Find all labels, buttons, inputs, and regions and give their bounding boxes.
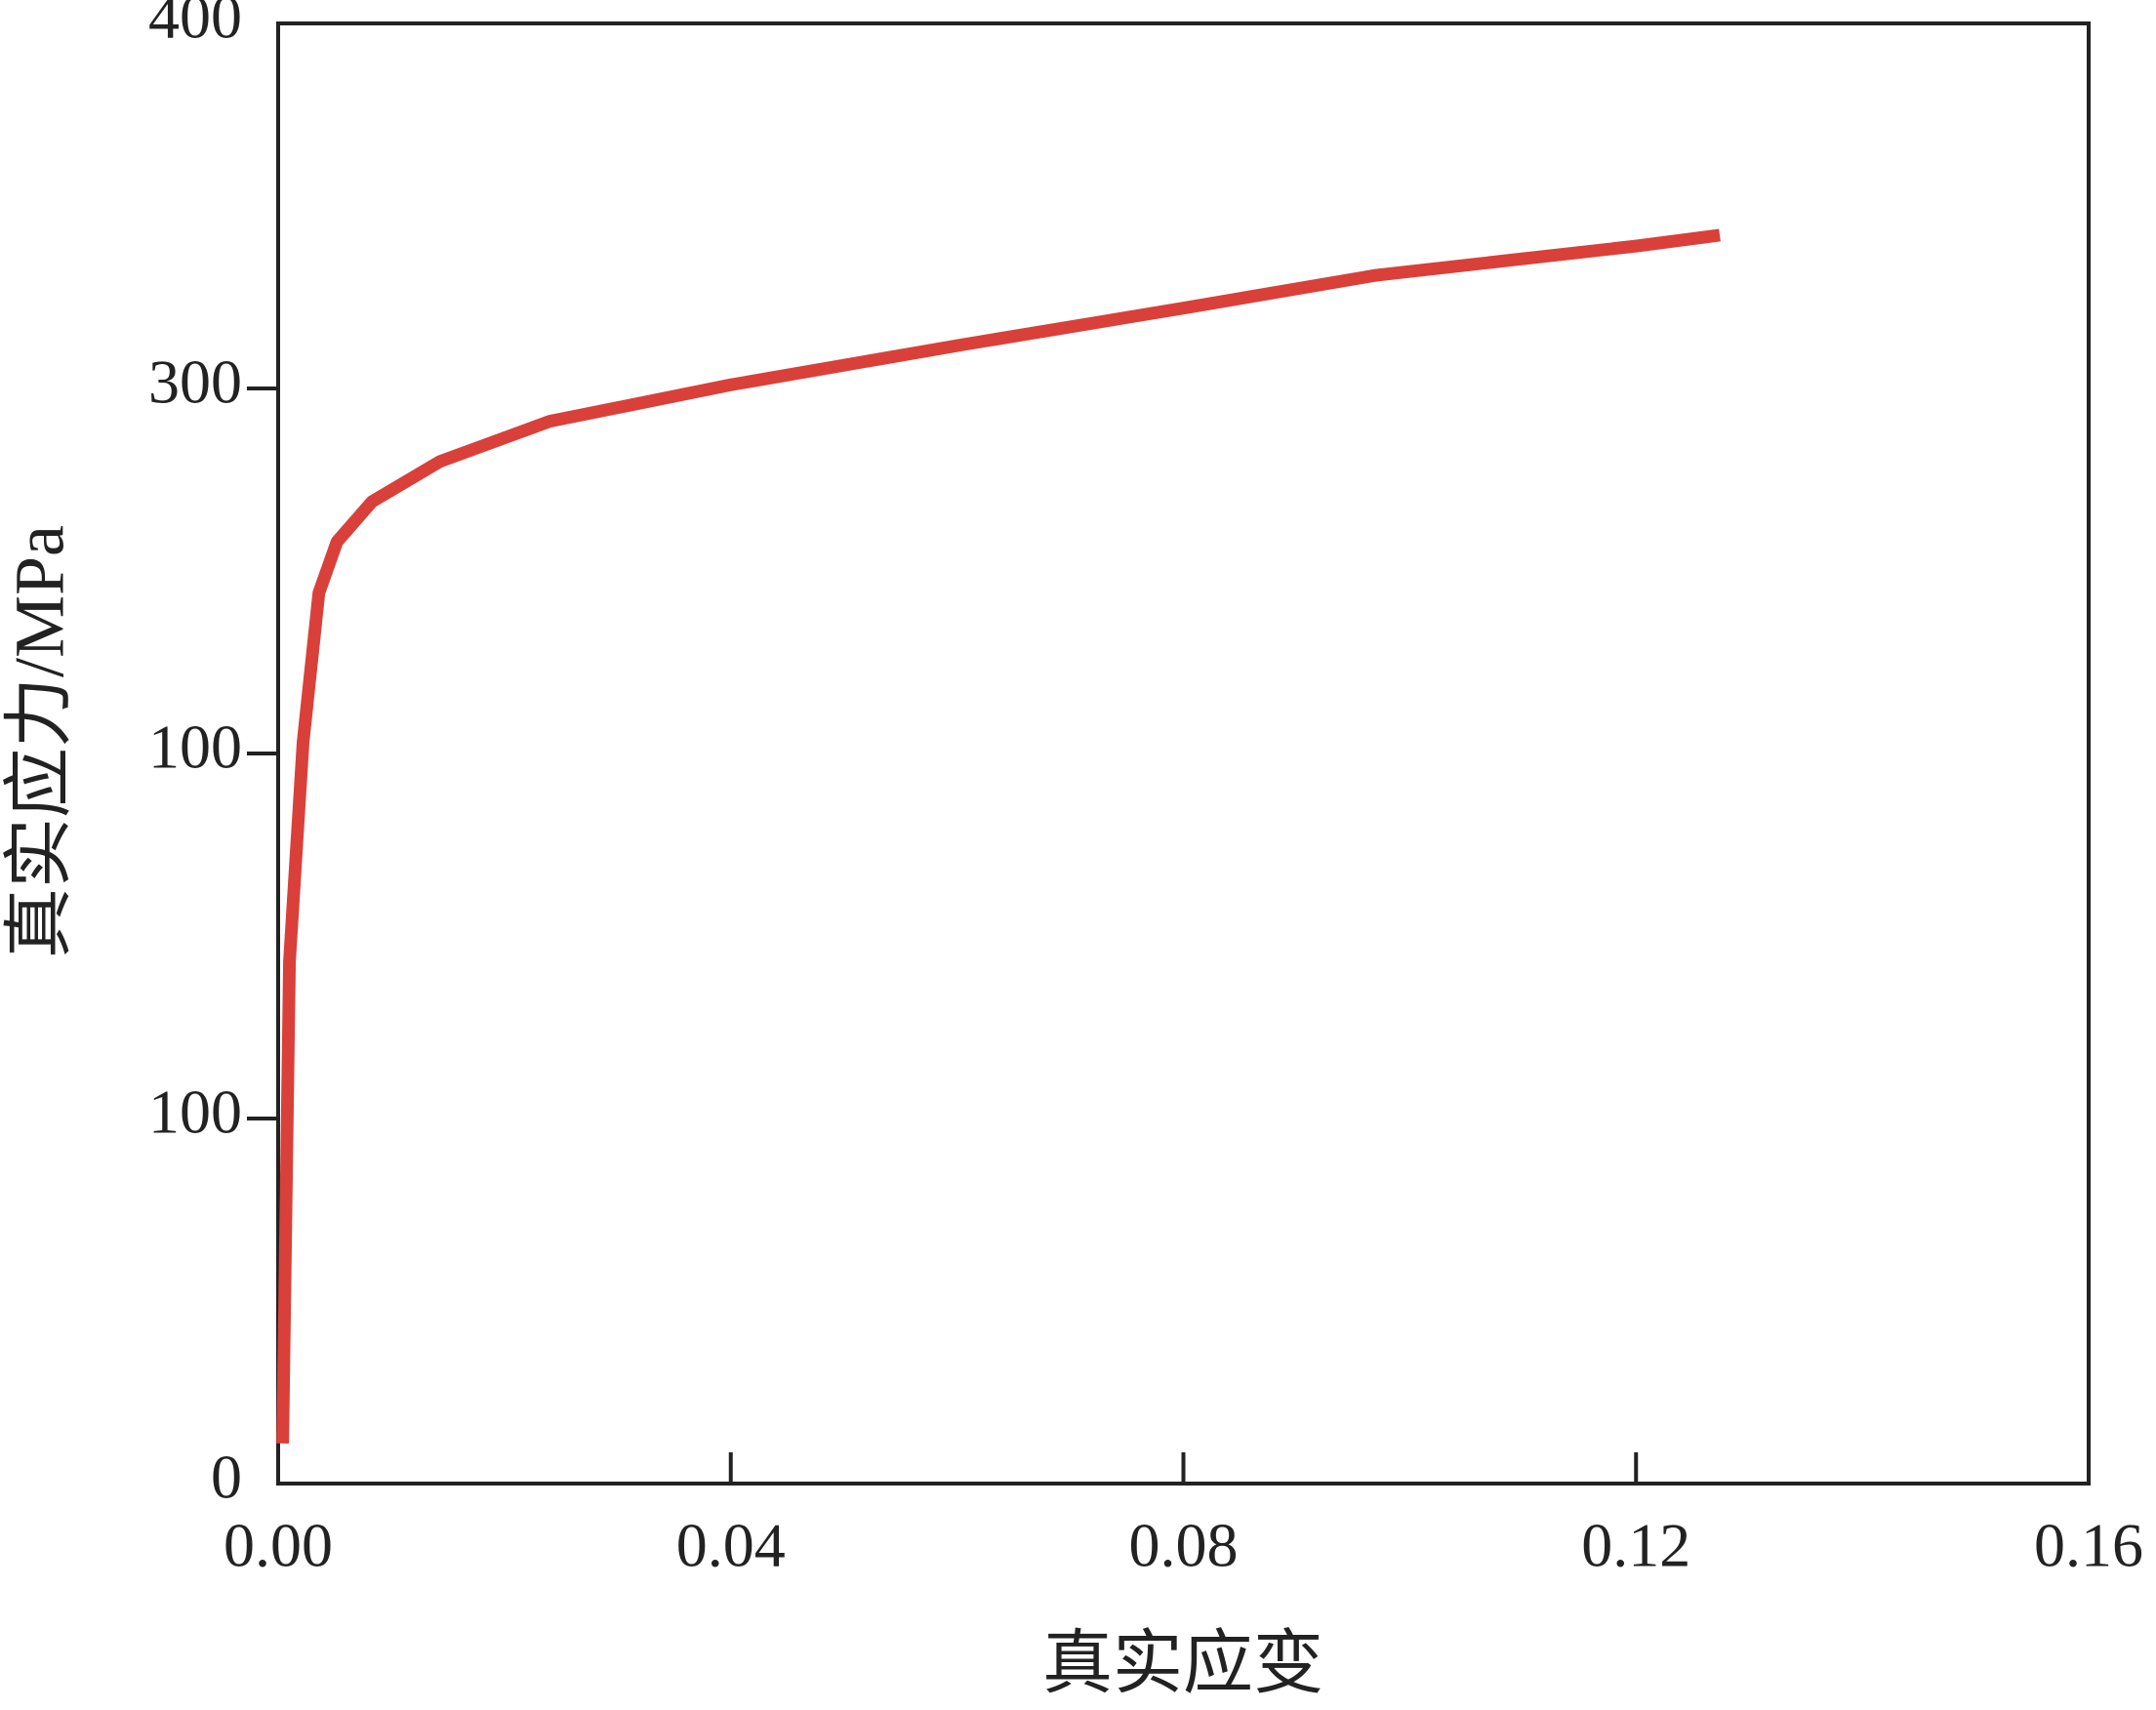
y-axis-title: 真实应力/MPa: [1, 525, 79, 958]
plot-frame: [276, 21, 2091, 1486]
x-tick-label: 0.12: [1581, 1511, 1690, 1580]
x-axis-title: 真实应变: [1042, 1625, 1323, 1703]
y-tick-label: 100: [148, 712, 242, 782]
y-tick-label: 100: [148, 1078, 242, 1147]
x-tick-label: 0.00: [224, 1511, 333, 1580]
y-tick-label: 300: [148, 347, 242, 417]
y-tick-label: 400: [148, 0, 242, 52]
x-tick-label: 0.08: [1129, 1511, 1239, 1580]
x-tick-label: 0.16: [2034, 1511, 2143, 1580]
x-tick-label: 0.04: [676, 1511, 786, 1580]
data-line: [276, 228, 1721, 1444]
y-tick-label: 0: [211, 1443, 242, 1512]
